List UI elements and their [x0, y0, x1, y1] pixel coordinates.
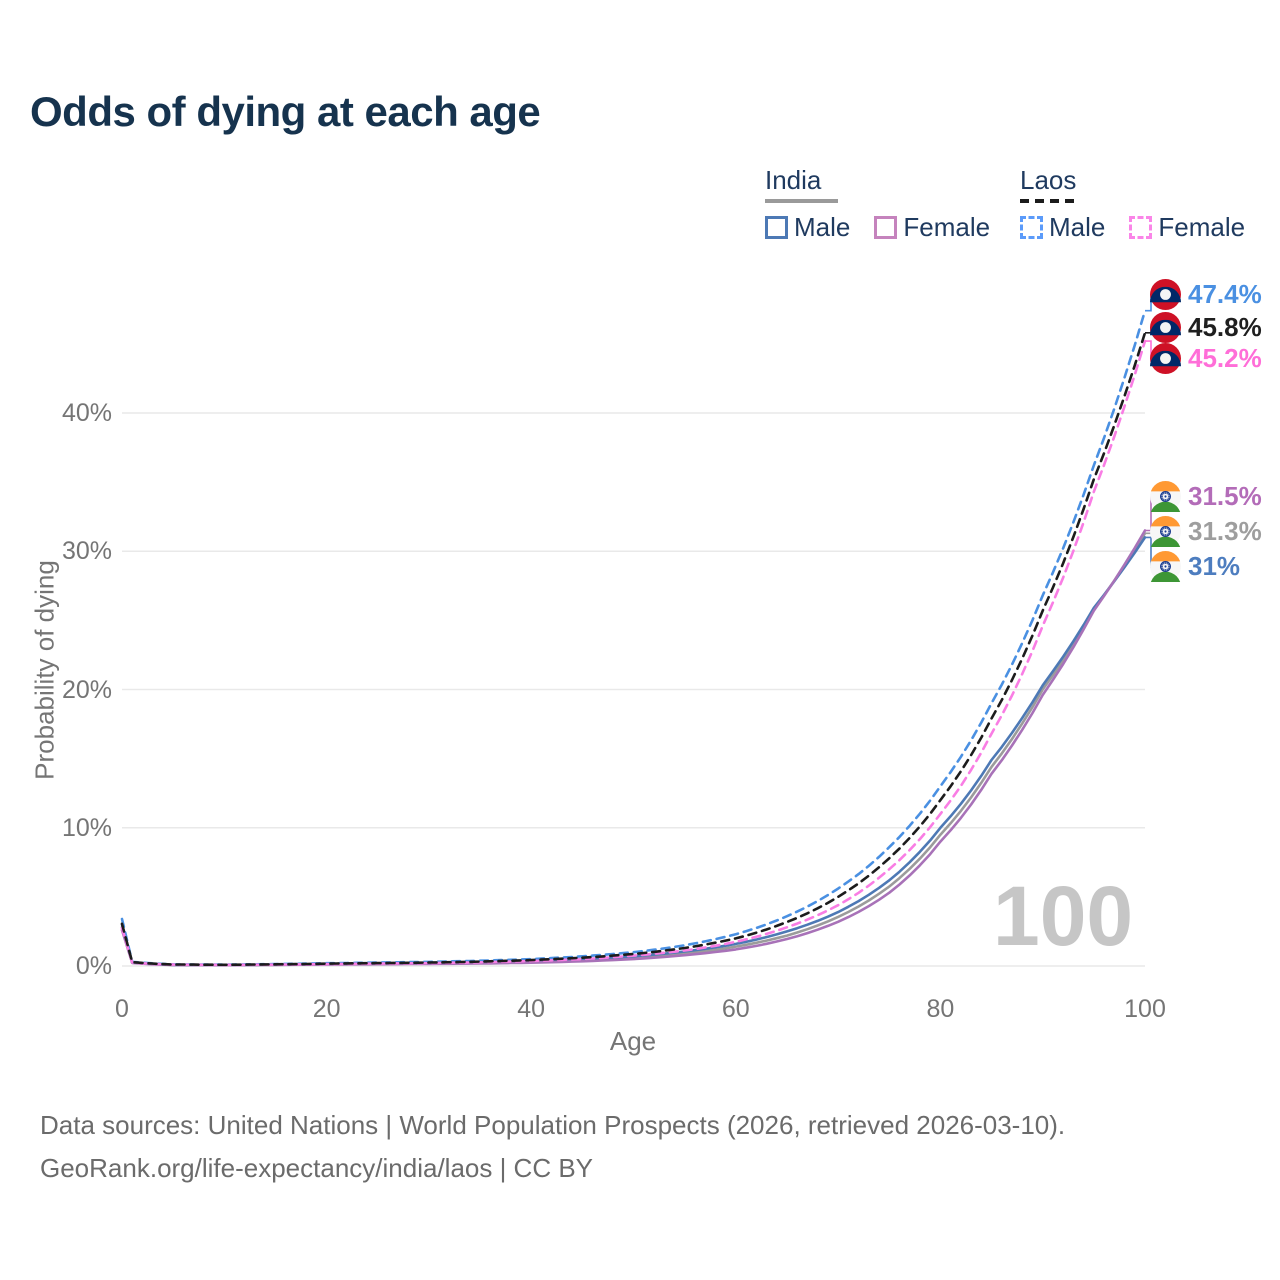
y-tick-10%: 10%: [61, 813, 112, 842]
legend-underline-india: [765, 199, 838, 203]
series-line-laos-female[interactable]: [120, 339, 1147, 967]
legend-item-laos-female[interactable]: Female: [1129, 212, 1245, 243]
end-label-value: 45.8%: [1188, 312, 1262, 342]
legend-item-label: Male: [794, 212, 851, 242]
laos-flag-icon: [1150, 343, 1181, 374]
legend-item-label: Male: [1049, 212, 1106, 242]
series-line-laos-male[interactable]: [120, 309, 1147, 966]
page-title: Odds of dying at each age: [30, 88, 541, 135]
india-flag-icon: [1150, 516, 1181, 547]
y-axis-title: Probability of dying: [29, 560, 60, 780]
legend-item-laos-male[interactable]: Male: [1020, 212, 1105, 243]
end-label-india-female[interactable]: 31.5%: [1150, 481, 1262, 512]
series-line-laos-both-sexes[interactable]: [120, 331, 1147, 967]
end-label-value: 31.3%: [1188, 516, 1262, 546]
end-label-india-male[interactable]: 31%: [1150, 551, 1240, 582]
legend-swatch-icon: [765, 216, 788, 239]
x-tick-80: 80: [926, 995, 955, 1023]
footer: Data sources: United Nations | World Pop…: [40, 1104, 1065, 1190]
series-line-india-female[interactable]: [120, 529, 1147, 967]
legend-item-label: Female: [903, 212, 991, 242]
legend-item-india-female[interactable]: Female: [874, 212, 990, 243]
legend-swatch-icon: [1020, 216, 1043, 239]
legend-item-label: Female: [1158, 212, 1246, 242]
end-label-laos-female[interactable]: 45.2%: [1150, 343, 1262, 374]
end-label-laos-male[interactable]: 47.4%: [1150, 279, 1262, 310]
end-label-value: 31.5%: [1188, 481, 1262, 511]
x-tick-60: 60: [721, 995, 750, 1023]
footer-attribution: GeoRank.org/life-expectancy/india/laos |…: [40, 1153, 594, 1183]
legend-underline-laos: [1020, 199, 1080, 203]
y-tick-0%: 0%: [75, 952, 112, 980]
end-label-value: 31%: [1188, 551, 1241, 581]
india-flag-icon: [1150, 481, 1181, 512]
series-line-india-male[interactable]: [120, 536, 1147, 967]
laos-flag-icon: [1150, 312, 1181, 343]
footer-data-sources: Data sources: United Nations | World Pop…: [40, 1110, 1066, 1140]
legend-country-laos: Laos: [1020, 165, 1077, 195]
y-tick-40%: 40%: [61, 399, 112, 427]
series-line-india-both-sexes[interactable]: [120, 532, 1147, 967]
legend-swatch-icon: [874, 216, 898, 239]
end-label-value: 45.2%: [1188, 343, 1262, 373]
end-label-value: 47.4%: [1188, 279, 1262, 309]
legend-group-laos: Laos Male Female: [1020, 165, 1245, 243]
india-flag-icon: [1150, 551, 1181, 582]
legend-country-india: India: [765, 165, 822, 195]
x-tick-20: 20: [312, 995, 341, 1023]
legend-swatch-icon: [1129, 216, 1153, 239]
end-label-laos-both-sexes[interactable]: 45.8%: [1150, 312, 1262, 343]
x-axis-title: Age: [609, 1026, 657, 1056]
end-label-india-both-sexes[interactable]: 31.3%: [1150, 516, 1262, 547]
y-tick-30%: 30%: [61, 537, 112, 566]
age-watermark: 100: [993, 869, 1134, 963]
x-tick-0: 0: [115, 995, 129, 1023]
x-tick-40: 40: [517, 995, 546, 1023]
y-tick-20%: 20%: [61, 675, 112, 704]
x-tick-100: 100: [1124, 995, 1166, 1023]
legend-item-india-male[interactable]: Male: [765, 212, 850, 243]
legend-group-india: India Male Female: [765, 165, 990, 243]
laos-flag-icon: [1150, 279, 1181, 310]
